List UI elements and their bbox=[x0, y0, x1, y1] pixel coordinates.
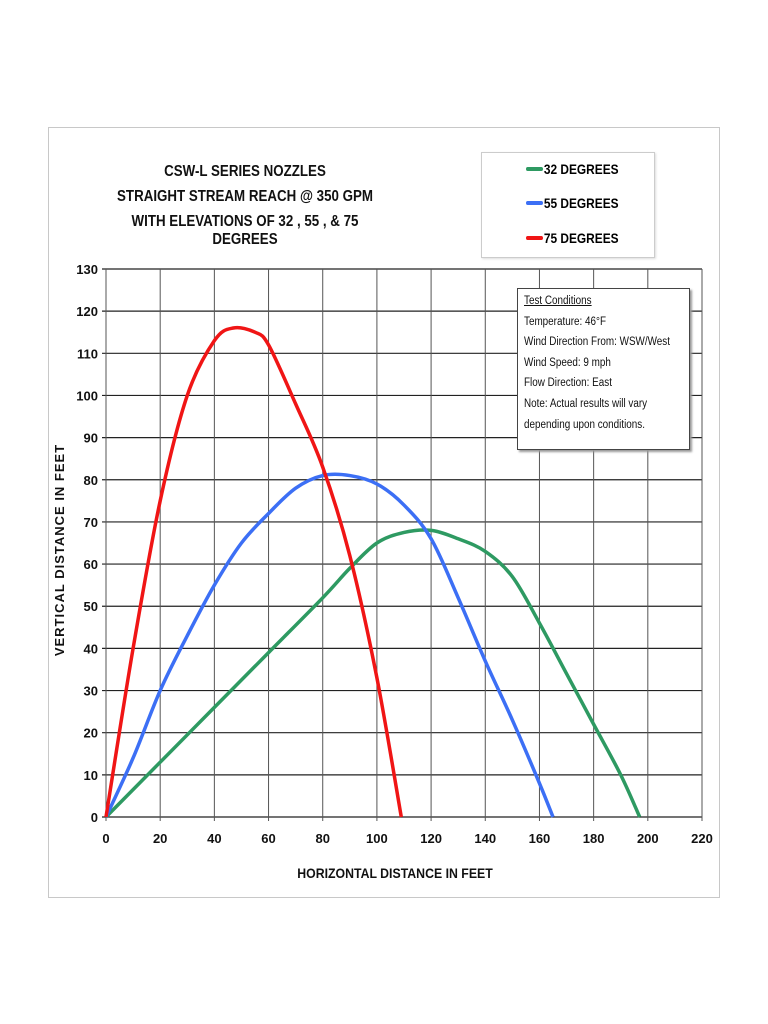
y-axis-label: VERTICAL DISTANCE IN FEET bbox=[52, 444, 67, 656]
series-line-32-degrees bbox=[104, 528, 642, 819]
y-tick-label: 90 bbox=[84, 431, 98, 446]
x-tick-label: 120 bbox=[420, 831, 442, 846]
y-tick-label: 60 bbox=[84, 557, 98, 572]
legend-swatch bbox=[526, 201, 543, 205]
test-condition-line: Flow Direction: East bbox=[524, 377, 612, 390]
legend-label: 75 DEGREES bbox=[543, 230, 619, 246]
chart-title-line-2: STRAIGHT STREAM REACH @ 350 GPM bbox=[117, 188, 373, 205]
x-tick-label: 220 bbox=[691, 831, 713, 846]
y-tick-label: 120 bbox=[76, 304, 98, 319]
chart-title-line-3: WITH ELEVATIONS OF 32 , 55 , & 75 DEGREE… bbox=[131, 213, 359, 248]
x-tick-label: 140 bbox=[474, 831, 496, 846]
test-conditions-box: Test Conditions Temperature: 46°F Wind D… bbox=[517, 288, 690, 450]
y-tick-label: 0 bbox=[91, 810, 98, 825]
test-condition-line: depending upon conditions. bbox=[524, 418, 645, 431]
legend-label: 55 DEGREES bbox=[543, 195, 619, 211]
y-tick-label: 40 bbox=[84, 641, 98, 656]
x-tick-label: 0 bbox=[102, 831, 109, 846]
test-condition-line: Wind Speed: 9 mph bbox=[524, 356, 611, 369]
y-tick-label: 10 bbox=[84, 768, 98, 783]
y-tick-label: 20 bbox=[84, 726, 98, 741]
x-tick-label: 40 bbox=[207, 831, 221, 846]
x-tick-label: 60 bbox=[261, 831, 275, 846]
chart-frame bbox=[48, 127, 720, 898]
legend-swatch bbox=[526, 236, 543, 240]
test-conditions-heading: Test Conditions bbox=[524, 295, 592, 307]
y-tick-label: 50 bbox=[84, 599, 98, 614]
x-axis-label: HORIZONTAL DISTANCE IN FEET bbox=[297, 865, 493, 881]
y-tick-label: 70 bbox=[84, 515, 98, 530]
test-condition-line: Note: Actual results will vary bbox=[524, 397, 648, 410]
y-tick-label: 30 bbox=[84, 684, 98, 699]
y-tick-label: 130 bbox=[76, 262, 98, 277]
legend-swatch bbox=[526, 167, 543, 171]
y-tick-label: 110 bbox=[77, 346, 98, 361]
x-tick-label: 200 bbox=[637, 831, 659, 846]
y-tick-label: 100 bbox=[76, 388, 98, 403]
chart-title-line-1: CSW-L SERIES NOZZLES bbox=[164, 163, 326, 180]
legend-item-55: 55 DEGREES bbox=[526, 195, 619, 211]
legend-item-32: 32 DEGREES bbox=[526, 161, 619, 177]
y-tick-label: 80 bbox=[84, 473, 98, 488]
x-tick-label: 160 bbox=[529, 831, 551, 846]
series-line-75-degrees bbox=[104, 325, 404, 818]
test-condition-line: Wind Direction From: WSW/West bbox=[524, 336, 670, 349]
legend-label: 32 DEGREES bbox=[543, 161, 619, 177]
legend: 32 DEGREES 55 DEGREES 75 DEGREES bbox=[481, 152, 655, 258]
test-condition-line: Temperature: 46°F bbox=[524, 315, 607, 328]
x-tick-label: 100 bbox=[366, 831, 388, 846]
legend-item-75: 75 DEGREES bbox=[526, 230, 619, 246]
x-tick-label: 80 bbox=[315, 831, 329, 846]
series-line-55-degrees bbox=[104, 472, 555, 818]
x-tick-label: 180 bbox=[583, 831, 605, 846]
x-tick-label: 20 bbox=[153, 831, 167, 846]
